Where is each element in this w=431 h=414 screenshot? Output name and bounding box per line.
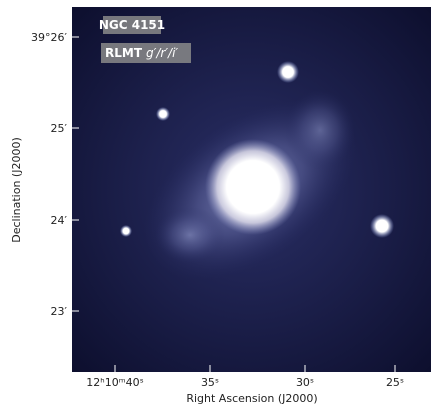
figure: NGC 4151 RLMTg′/r′/i′ 39°26′ 25′ 24′ 23′ 12… bbox=[0, 0, 431, 410]
filters: g′/r′/i′ bbox=[146, 46, 178, 60]
y-tick-label: 25′ bbox=[51, 122, 68, 135]
x-tick-label: 35ˢ bbox=[201, 376, 219, 389]
x-tick-label: 30ˢ bbox=[296, 376, 314, 389]
x-tick-label: 12ʰ10ᵐ40ˢ bbox=[86, 376, 143, 389]
telescope-name: RLMT bbox=[105, 46, 143, 60]
page: {"image": {"object_label": "NGC 4151", "… bbox=[0, 0, 431, 410]
y-axis-label: Declination (J2000) bbox=[10, 137, 23, 243]
x-axis-label: Right Ascension (J2000) bbox=[186, 392, 317, 405]
object-label: NGC 4151 bbox=[99, 18, 165, 32]
x-axis: 12ʰ10ᵐ40ˢ 35ˢ 30ˢ 25ˢ bbox=[86, 376, 404, 389]
y-tick-label: 24′ bbox=[51, 214, 68, 227]
y-tick-label: 39°26′ bbox=[31, 31, 67, 44]
y-axis: 39°26′ 25′ 24′ 23′ bbox=[31, 31, 67, 318]
y-tick-label: 23′ bbox=[51, 305, 68, 318]
x-tick-label: 25ˢ bbox=[386, 376, 404, 389]
